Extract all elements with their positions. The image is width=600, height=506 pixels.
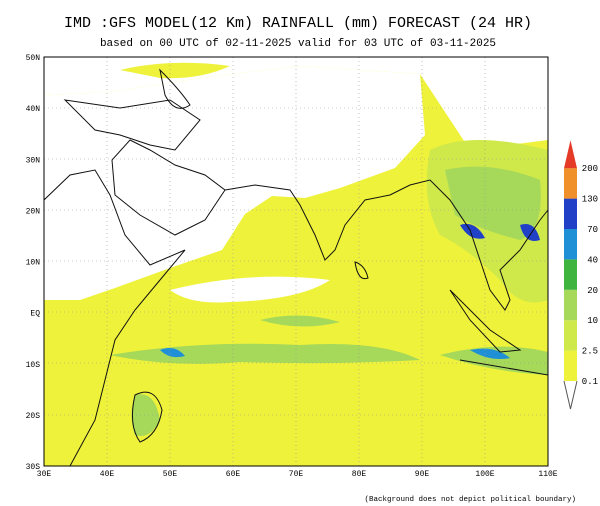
colorbar-label: 20 [587,286,598,296]
colorbar-label: 200 [582,164,598,174]
title: IMD :GFS MODEL(12 Km) RAINFALL (mm) FORE… [64,15,532,32]
coastline [63,99,201,151]
rain-moderate-high [470,348,510,359]
lon-label: 110E [538,470,557,479]
coastline [459,359,548,376]
subtitle: based on 00 UTC of 02-11-2025 valid for … [100,38,496,50]
rain-extreme [520,224,540,241]
coastline [449,289,522,353]
rain-moderate-high [160,348,185,358]
graticule [44,57,548,466]
rain-extreme [460,223,485,239]
rain-heavy [445,166,541,240]
lat-label: 10N [26,259,41,268]
lat-label: EQ [30,310,40,319]
colorbar: 0.1 2.5 10 20 40 70 130 200 [563,140,598,410]
lat-label: 10S [26,361,41,370]
lon-label: 80E [352,470,367,479]
colorbar-arrow [564,140,577,169]
lon-label: 40E [100,470,115,479]
lat-label: 40N [26,105,41,114]
rain-heavy [110,343,420,364]
lon-label: 50E [163,470,178,479]
colorbar-label: 10 [587,316,598,326]
rain-heavy [260,315,340,327]
dry-area [44,66,425,300]
lon-label: 100E [475,470,494,479]
lon-label: 70E [289,470,304,479]
lon-label: 90E [415,470,430,479]
lat-label: 30N [26,156,41,165]
colorbar-label: 70 [587,225,598,235]
coastline [131,391,163,443]
map-frame [43,56,549,467]
footnote: (Background does not depict political bo… [364,496,576,504]
lat-labels: 50N 40N 30N 20N 10N EQ 10S 20S 30S [26,54,41,472]
colorbar-swatch [564,168,577,199]
colorbar-label: 130 [582,195,598,205]
colorbar-swatch [564,289,577,321]
coastline [111,139,226,236]
coastlines [44,68,548,466]
coastline [354,261,369,280]
lat-label: 50N [26,54,41,63]
colorbar-lower-end [563,380,578,410]
lon-label: 30E [37,470,52,479]
colorbar-swatch [564,198,577,229]
colorbar-swatch [564,229,577,260]
colorbar-label: 40 [587,255,598,265]
dry-area [170,276,330,303]
map: 50N 40N 30N 20N 10N EQ 10S 20S 30S 30E 40E 50E 60E 7… [26,54,558,479]
rain-light [120,62,230,79]
rain-heavy [131,394,160,436]
colorbar-swatch [564,350,577,381]
colorbar-swatch [564,259,577,290]
lat-label: 20S [26,412,41,421]
colorbar-swatch [564,320,577,351]
colorbar-label: 2.5 [582,347,598,357]
lat-label: 30S [26,463,41,472]
lon-labels: 30E 40E 50E 60E 70E 80E 90E 100E 110E [37,470,558,479]
lat-label: 20N [26,207,41,216]
colorbar-label: 0.1 [582,377,598,387]
coastline [224,179,548,311]
rain-heavy [440,346,548,375]
coastline [44,169,186,466]
coastline [159,68,191,109]
lon-label: 60E [226,470,241,479]
